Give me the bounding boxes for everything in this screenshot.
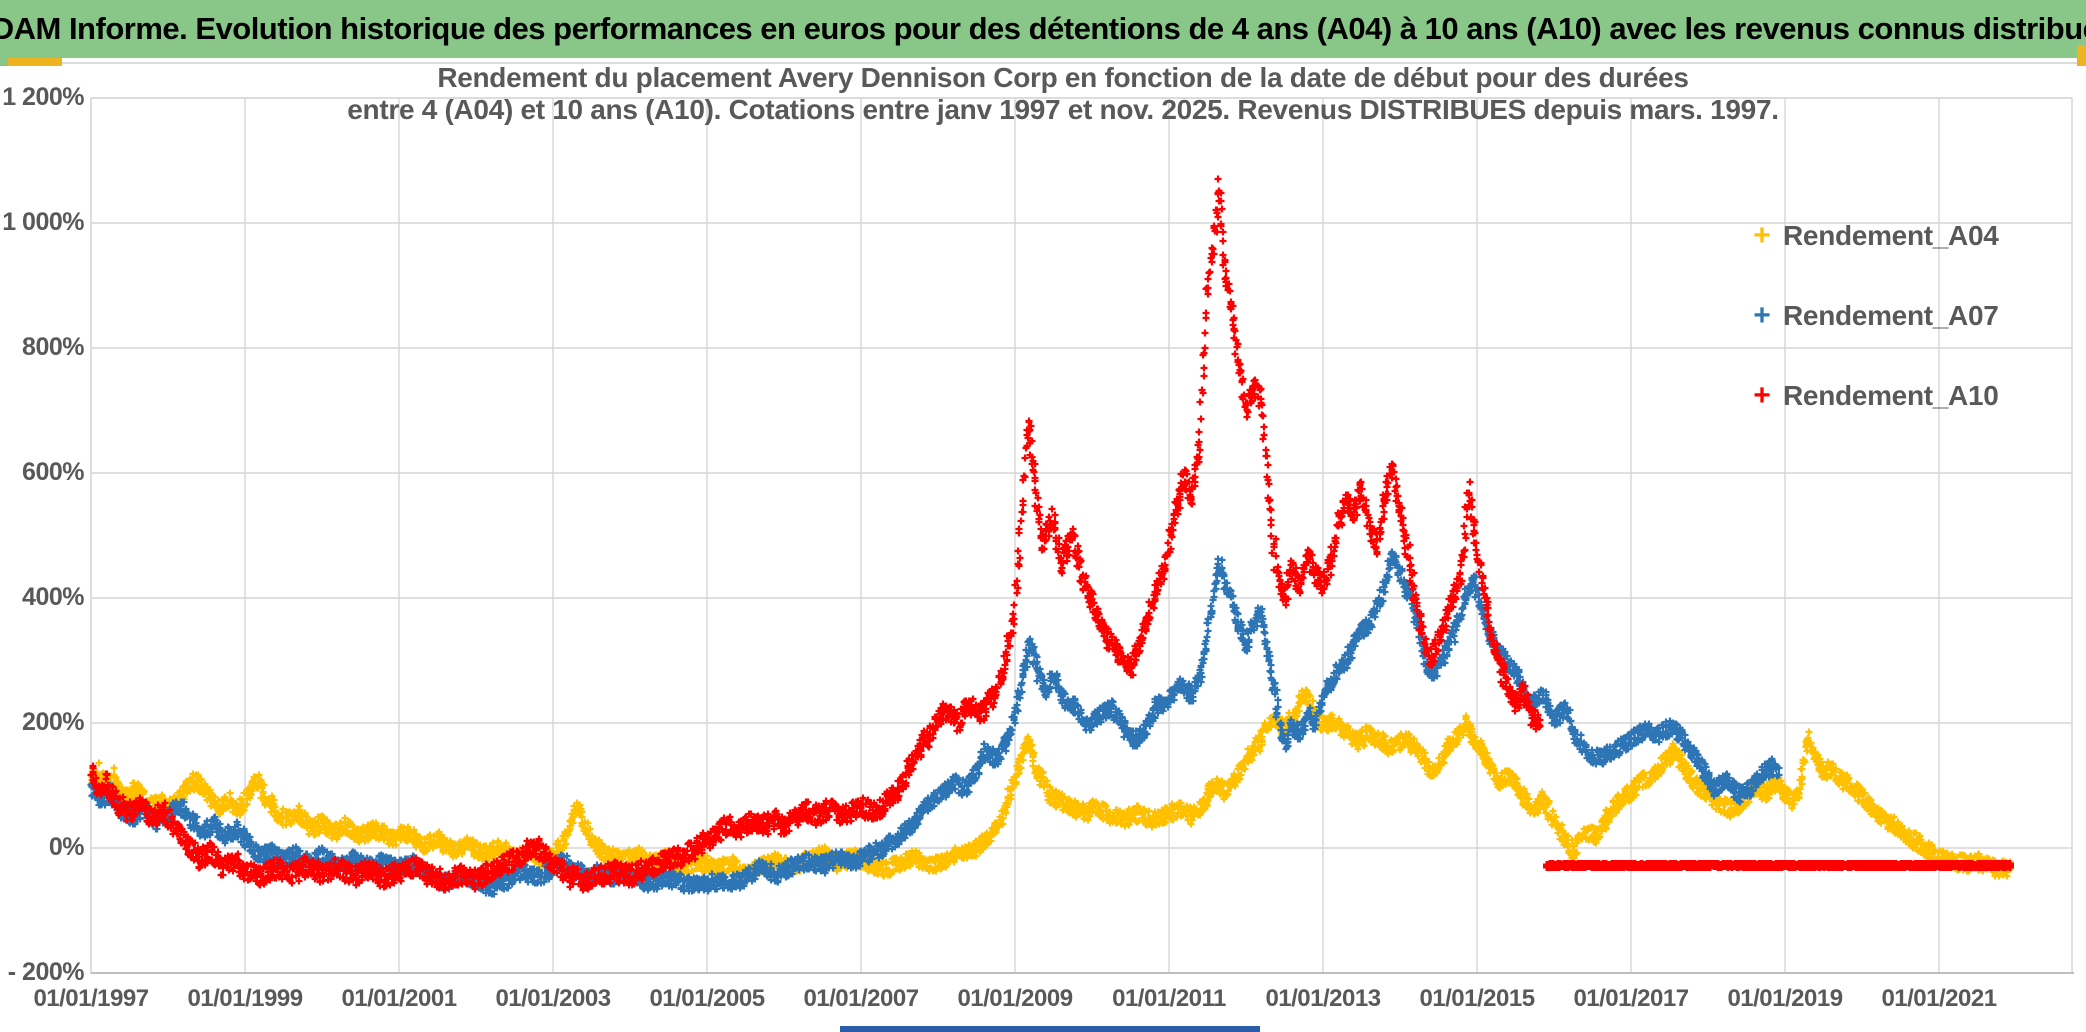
scatter-plot	[87, 97, 2074, 974]
legend-item-a04: + Rendement_A04	[1747, 196, 1999, 276]
x-axis-tick-label: 01/01/2011	[1112, 985, 1226, 1012]
legend-label: Rendement_A07	[1783, 300, 1999, 331]
x-axis-tick-label: 01/01/2005	[649, 985, 765, 1012]
bottom-blue-bar	[840, 1026, 1260, 1032]
plus-marker-icon: +	[1753, 219, 1771, 252]
green-corner-accent	[0, 58, 8, 67]
header-underline	[0, 62, 2086, 64]
plus-marker-icon: +	[1753, 379, 1771, 412]
x-axis-tick-label: 01/01/2013	[1265, 985, 1381, 1012]
x-axis-tick-label: 01/01/2007	[803, 985, 919, 1012]
x-axis-tick-label: 01/01/2017	[1573, 985, 1689, 1012]
x-axis-tick-label: 01/01/2019	[1727, 985, 1843, 1012]
x-axis-tick-label: 01/01/2021	[1881, 985, 1997, 1012]
x-axis-tick-label: 01/01/2009	[957, 985, 1073, 1012]
y-axis-tick-label: 1 000%	[2, 208, 84, 236]
chart-title-line2: entre 4 (A04) et 10 ans (A10). Cotations…	[347, 94, 1779, 125]
chart-card: Rendement du placement Avery Dennison Co…	[0, 62, 2086, 1012]
x-axis-tick-label: 01/01/2015	[1419, 985, 1535, 1012]
report-header-title: ADAM Informe. Evolution historique des p…	[0, 11, 2086, 46]
x-axis-tick-label: 01/01/2003	[495, 985, 611, 1012]
y-axis-tick-label: - 200%	[7, 958, 85, 986]
legend-label: Rendement_A04	[1783, 220, 1999, 251]
chart-title-line1: Rendement du placement Avery Dennison Co…	[437, 62, 1689, 93]
y-axis-tick-label: 0%	[48, 833, 85, 861]
x-axis-tick-label: 01/01/1999	[187, 985, 303, 1012]
y-axis-tick-label: 600%	[22, 458, 84, 486]
y-axis-tick-label: 400%	[22, 583, 84, 611]
y-axis-tick-label: 200%	[22, 708, 84, 736]
report-header: ADAM Informe. Evolution historique des p…	[0, 0, 2086, 58]
y-axis-tick-label: 800%	[22, 333, 84, 361]
legend-item-a10: + Rendement_A10	[1747, 356, 1999, 436]
legend-item-a07: + Rendement_A07	[1747, 276, 1999, 356]
plus-marker-icon: +	[1753, 299, 1771, 332]
legend-label: Rendement_A10	[1783, 380, 1999, 411]
x-axis-tick-label: 01/01/1997	[33, 985, 149, 1012]
y-axis-tick-label: 1 200%	[2, 83, 84, 111]
gold-left-accent	[8, 58, 62, 67]
x-axis-tick-label: 01/01/2001	[341, 985, 457, 1012]
legend: + Rendement_A04 + Rendement_A07 + Rendem…	[1747, 196, 1999, 436]
